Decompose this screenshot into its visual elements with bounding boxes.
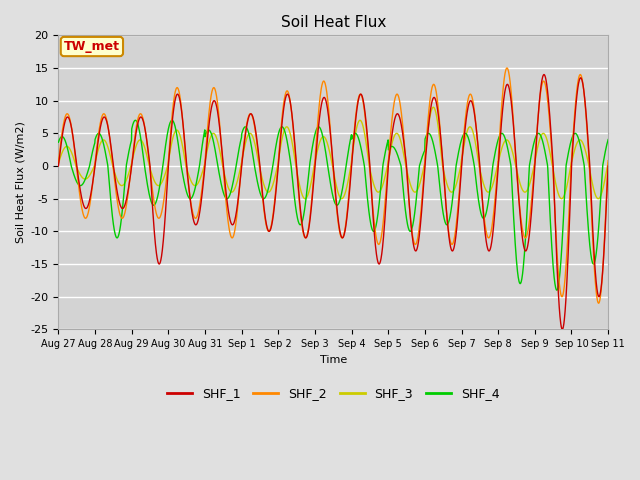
SHF_2 (361, 112, 369, 118)
SHF_2 (54, 160, 62, 166)
SHF_2 (503, 65, 511, 71)
Line: SHF_2: SHF_2 (58, 68, 608, 303)
SHF_3 (54, 161, 62, 167)
Text: TW_met: TW_met (64, 40, 120, 53)
SHF_3 (556, 194, 564, 200)
Line: SHF_3: SHF_3 (58, 107, 608, 199)
SHF_2 (556, 285, 564, 290)
SHF_1 (349, 146, 357, 152)
SHF_1 (556, 311, 564, 317)
SHF_3 (493, 165, 501, 170)
SHF_1 (361, 109, 369, 115)
SHF_3 (361, 133, 369, 139)
SHF_1 (604, 163, 612, 169)
SHF_1 (493, 182, 500, 188)
SHF_3 (429, 104, 437, 110)
Title: Soil Heat Flux: Soil Heat Flux (280, 15, 386, 30)
SHF_4 (349, 132, 357, 138)
SHF_2 (349, 142, 357, 147)
SHF_2 (571, 106, 579, 112)
SHF_4 (168, 118, 176, 123)
Legend: SHF_1, SHF_2, SHF_3, SHF_4: SHF_1, SHF_2, SHF_3, SHF_4 (163, 383, 504, 406)
SHF_2 (493, 175, 500, 180)
SHF_3 (349, 147, 357, 153)
SHF_4 (362, 172, 369, 178)
SHF_4 (553, 287, 561, 293)
SHF_4 (572, 131, 579, 136)
SHF_1 (208, 104, 216, 109)
SHF_3 (604, 160, 612, 166)
SHF_3 (208, 132, 216, 138)
Line: SHF_4: SHF_4 (58, 120, 608, 290)
SHF_2 (208, 90, 216, 96)
Y-axis label: Soil Heat Flux (W/m2): Soil Heat Flux (W/m2) (15, 121, 25, 243)
SHF_4 (54, 139, 62, 145)
SHF_1 (54, 163, 62, 169)
SHF_4 (208, 133, 216, 139)
SHF_2 (604, 158, 612, 164)
SHF_1 (572, 109, 579, 115)
SHF_4 (604, 137, 612, 143)
Line: SHF_1: SHF_1 (58, 74, 608, 329)
SHF_2 (595, 300, 602, 306)
X-axis label: Time: Time (319, 355, 347, 365)
SHF_4 (556, 269, 564, 275)
SHF_1 (559, 326, 566, 332)
SHF_1 (540, 72, 548, 77)
SHF_3 (595, 196, 602, 202)
SHF_4 (493, 141, 501, 146)
SHF_3 (571, 145, 579, 151)
